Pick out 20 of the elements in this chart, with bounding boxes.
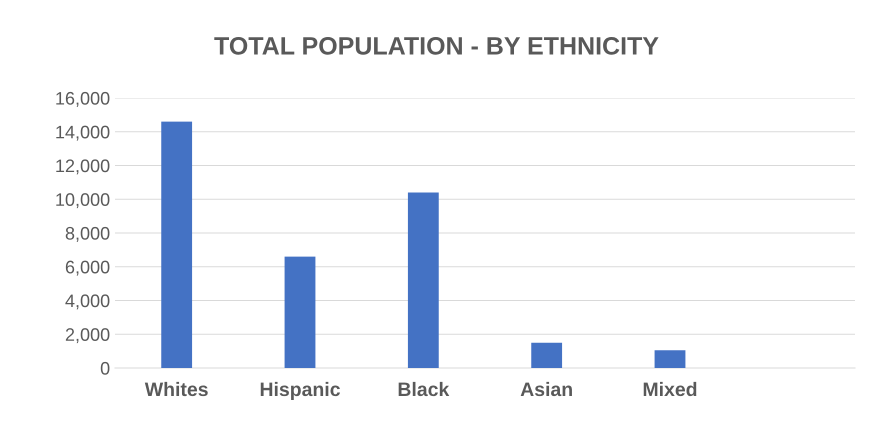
y-tick-label: 2,000	[66, 328, 110, 344]
y-tick-label: 16,000	[56, 92, 110, 107]
bar	[654, 350, 686, 368]
y-tick-label: 0	[100, 362, 110, 375]
bar	[531, 342, 562, 368]
bar	[161, 122, 192, 368]
y-tick-label: 4,000	[65, 294, 110, 310]
x-tick-label: Mixed	[644, 382, 696, 396]
x-tick-label: Whites	[144, 382, 208, 396]
y-tick-label: 6,000	[66, 260, 110, 276]
chart-title: TOTAL POPULATION - BY ETHNICITY	[214, 37, 659, 55]
y-tick-label: 10,000	[56, 193, 110, 208]
y-tick-label: 14,000	[56, 126, 110, 141]
x-tick-label: Asian	[520, 382, 572, 396]
x-tick-label: Hispanic	[260, 382, 340, 400]
x-tick-label: Black	[398, 382, 450, 396]
bar	[408, 192, 439, 368]
y-tick-label: 12,000	[56, 159, 110, 174]
bar	[284, 256, 316, 368]
y-tick-label: 8,000	[66, 226, 110, 242]
